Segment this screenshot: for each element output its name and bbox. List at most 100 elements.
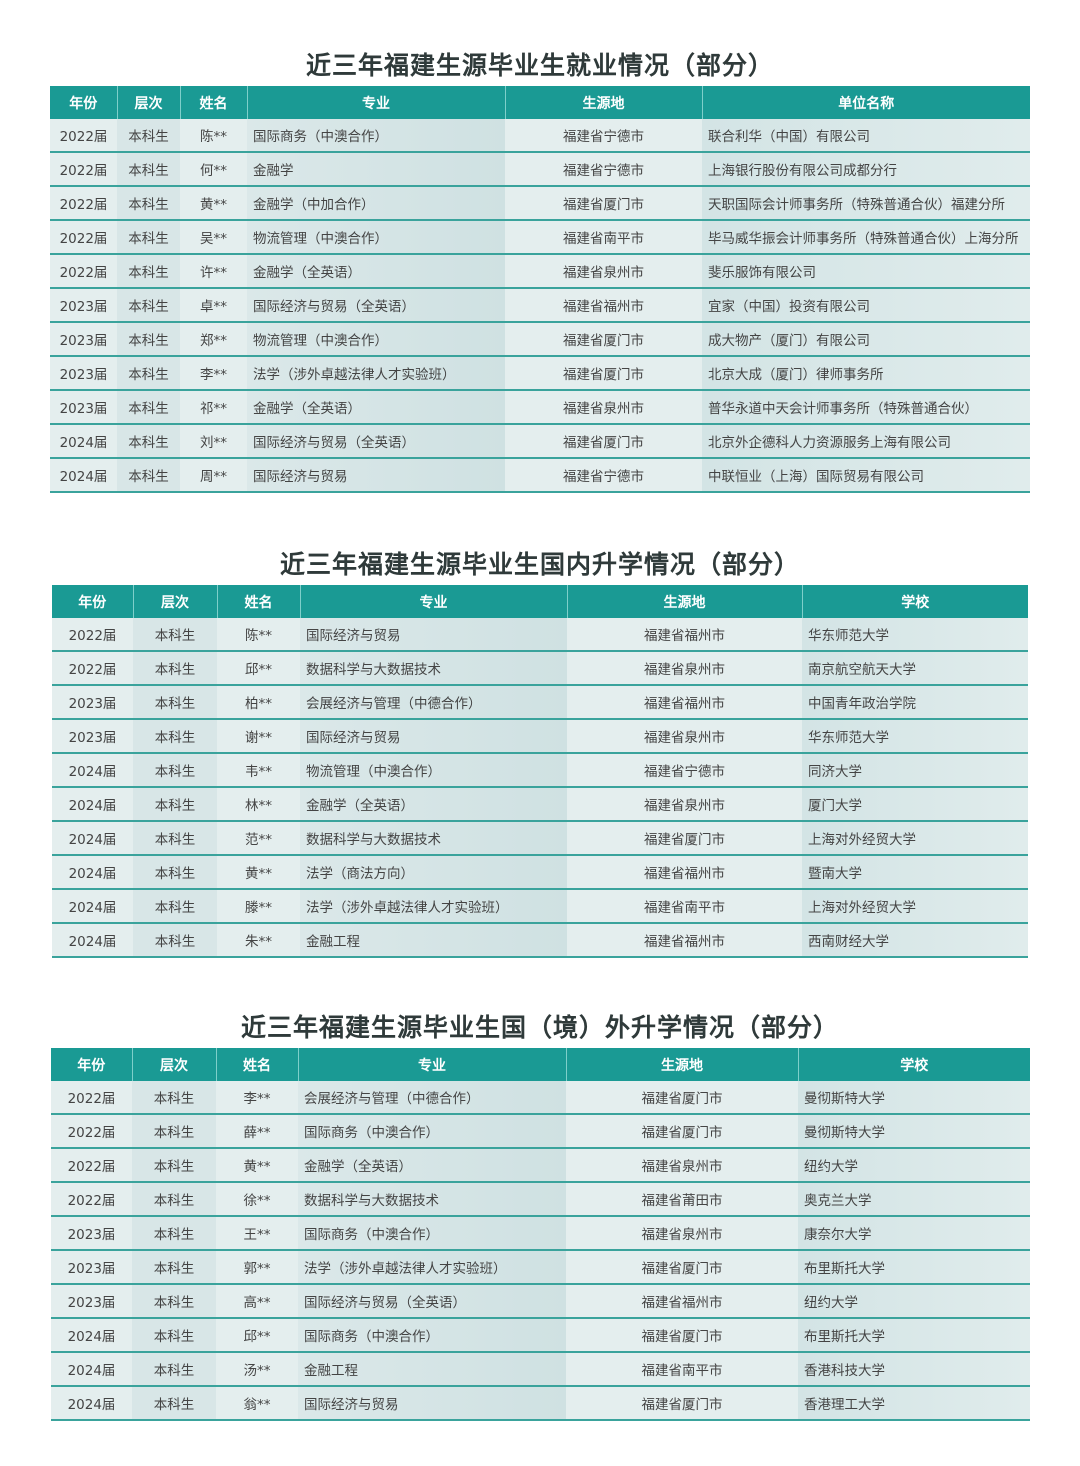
cell-origin: 福建省厦门市 [505, 356, 702, 391]
cell-level: 本科生 [117, 220, 180, 255]
employment-table: 年份 层次 姓名 专业 生源地 单位名称 2022届 本科生 陈** 国际商务（中澳合作） 福建省宁… [50, 86, 1030, 493]
cell-destination: 中联恒业（上海）国际贸易有限公司 [702, 458, 1030, 493]
cell-level: 本科生 [133, 923, 217, 958]
cell-name: 王** [216, 1216, 298, 1251]
cell-origin: 福建省厦门市 [505, 424, 702, 459]
cell-level: 本科生 [132, 1114, 216, 1149]
cell-major: 国际商务（中澳合作） [298, 1318, 566, 1353]
column-header-destination: 学校 [797, 1048, 1030, 1081]
table-row: 2022届 本科生 李** 会展经济与管理（中德合作） 福建省厦门市 曼彻斯特大学 [51, 1081, 1030, 1115]
column-header-name: 姓名 [215, 1048, 298, 1081]
cell-major: 国际经济与贸易 [300, 618, 567, 652]
cell-name: 高** [216, 1284, 298, 1319]
cell-destination: 纽约大学 [798, 1148, 1030, 1183]
cell-destination: 曼彻斯特大学 [798, 1114, 1030, 1149]
cell-name: 李** [216, 1081, 298, 1115]
cell-level: 本科生 [117, 186, 180, 221]
cell-name: 范** [217, 821, 300, 856]
cell-major: 国际经济与贸易 [298, 1386, 566, 1421]
cell-name: 徐** [216, 1182, 298, 1217]
cell-name: 郑** [180, 322, 247, 357]
cell-major: 国际商务（中澳合作） [247, 119, 505, 153]
cell-level: 本科生 [133, 753, 217, 788]
cell-origin: 福建省泉州市 [566, 1216, 798, 1251]
cell-major: 金融学（全英语） [247, 254, 505, 289]
table-row: 2022届 本科生 陈** 国际经济与贸易 福建省福州市 华东师范大学 [52, 618, 1028, 652]
cell-level: 本科生 [132, 1148, 216, 1183]
table-row: 2022届 本科生 邱** 数据科学与大数据技术 福建省泉州市 南京航空航天大学 [52, 651, 1028, 686]
cell-year: 2022届 [52, 618, 133, 652]
column-header-major: 专业 [246, 86, 505, 119]
cell-name: 许** [180, 254, 247, 289]
cell-level: 本科生 [117, 119, 180, 153]
cell-major: 数据科学与大数据技术 [300, 821, 567, 856]
cell-major: 法学（涉外卓越法律人才实验班） [300, 889, 567, 924]
cell-year: 2024届 [50, 424, 117, 459]
cell-level: 本科生 [133, 719, 217, 754]
cell-origin: 福建省泉州市 [566, 1148, 798, 1183]
cell-destination: 曼彻斯特大学 [798, 1081, 1030, 1115]
cell-origin: 福建省厦门市 [566, 1386, 798, 1421]
cell-level: 本科生 [132, 1284, 216, 1319]
table-row: 2024届 本科生 邱** 国际商务（中澳合作） 福建省厦门市 布里斯托大学 [51, 1318, 1030, 1353]
cell-destination: 普华永道中天会计师事务所（特殊普通合伙） [702, 390, 1030, 425]
cell-origin: 福建省南平市 [567, 889, 802, 924]
cell-name: 李** [180, 356, 247, 391]
cell-origin: 福建省福州市 [567, 923, 802, 958]
column-header-origin: 生源地 [565, 1048, 798, 1081]
cell-level: 本科生 [133, 787, 217, 822]
cell-destination: 华东师范大学 [802, 618, 1028, 652]
cell-origin: 福建省宁德市 [567, 753, 802, 788]
column-header-year: 年份 [50, 86, 117, 119]
cell-year: 2023届 [52, 685, 133, 720]
column-header-year: 年份 [51, 1048, 132, 1081]
cell-major: 物流管理（中澳合作） [247, 322, 505, 357]
cell-name: 周** [180, 458, 247, 493]
cell-origin: 福建省厦门市 [505, 186, 702, 221]
cell-level: 本科生 [117, 424, 180, 459]
cell-name: 黄** [216, 1148, 298, 1183]
cell-destination: 毕马威华振会计师事务所（特殊普通合伙）上海分所 [702, 220, 1030, 255]
cell-year: 2024届 [52, 821, 133, 856]
cell-year: 2024届 [52, 787, 133, 822]
cell-year: 2023届 [50, 390, 117, 425]
column-header-major: 专业 [297, 1048, 566, 1081]
table-row: 2024届 本科生 滕** 法学（涉外卓越法律人才实验班） 福建省南平市 上海对外经贸大学 [52, 889, 1028, 924]
cell-destination: 中国青年政治学院 [802, 685, 1028, 720]
cell-major: 金融工程 [300, 923, 567, 958]
cell-name: 邱** [217, 651, 300, 686]
table-title-employment: 近三年福建生源毕业生就业情况（部分） [305, 51, 774, 80]
cell-level: 本科生 [117, 390, 180, 425]
cell-name: 朱** [217, 923, 300, 958]
cell-level: 本科生 [132, 1216, 216, 1251]
table-title-domestic-study: 近三年福建生源毕业生国内升学情况（部分） [279, 550, 800, 579]
cell-year: 2022届 [51, 1081, 132, 1115]
cell-level: 本科生 [132, 1250, 216, 1285]
cell-year: 2023届 [50, 356, 117, 391]
cell-major: 数据科学与大数据技术 [298, 1182, 566, 1217]
table-row: 2024届 本科生 林** 金融学（全英语） 福建省泉州市 厦门大学 [52, 787, 1028, 822]
cell-level: 本科生 [132, 1386, 216, 1421]
table-row: 2023届 本科生 卓** 国际经济与贸易（全英语） 福建省福州市 宜家（中国）投资有限公… [50, 288, 1030, 323]
cell-level: 本科生 [132, 1081, 216, 1115]
cell-year: 2024届 [51, 1352, 132, 1387]
cell-level: 本科生 [133, 618, 217, 652]
cell-destination: 纽约大学 [798, 1284, 1030, 1319]
column-header-destination: 学校 [801, 585, 1028, 618]
cell-year: 2024届 [52, 889, 133, 924]
cell-name: 刘** [180, 424, 247, 459]
table-row: 2023届 本科生 高** 国际经济与贸易（全英语） 福建省福州市 纽约大学 [51, 1284, 1030, 1319]
cell-origin: 福建省福州市 [567, 685, 802, 720]
cell-origin: 福建省厦门市 [566, 1318, 798, 1353]
column-header-level: 层次 [116, 86, 180, 119]
table-row: 2023届 本科生 谢** 国际经济与贸易 福建省泉州市 华东师范大学 [52, 719, 1028, 754]
cell-major: 国际经济与贸易（全英语） [247, 288, 505, 323]
column-header-year: 年份 [52, 585, 133, 618]
cell-name: 滕** [217, 889, 300, 924]
cell-origin: 福建省厦门市 [566, 1081, 798, 1115]
cell-major: 国际经济与贸易（全英语） [247, 424, 505, 459]
cell-level: 本科生 [133, 889, 217, 924]
cell-origin: 福建省福州市 [567, 618, 802, 652]
column-header-level: 层次 [132, 585, 217, 618]
table-row: 2024届 本科生 范** 数据科学与大数据技术 福建省厦门市 上海对外经贸大学 [52, 821, 1028, 856]
